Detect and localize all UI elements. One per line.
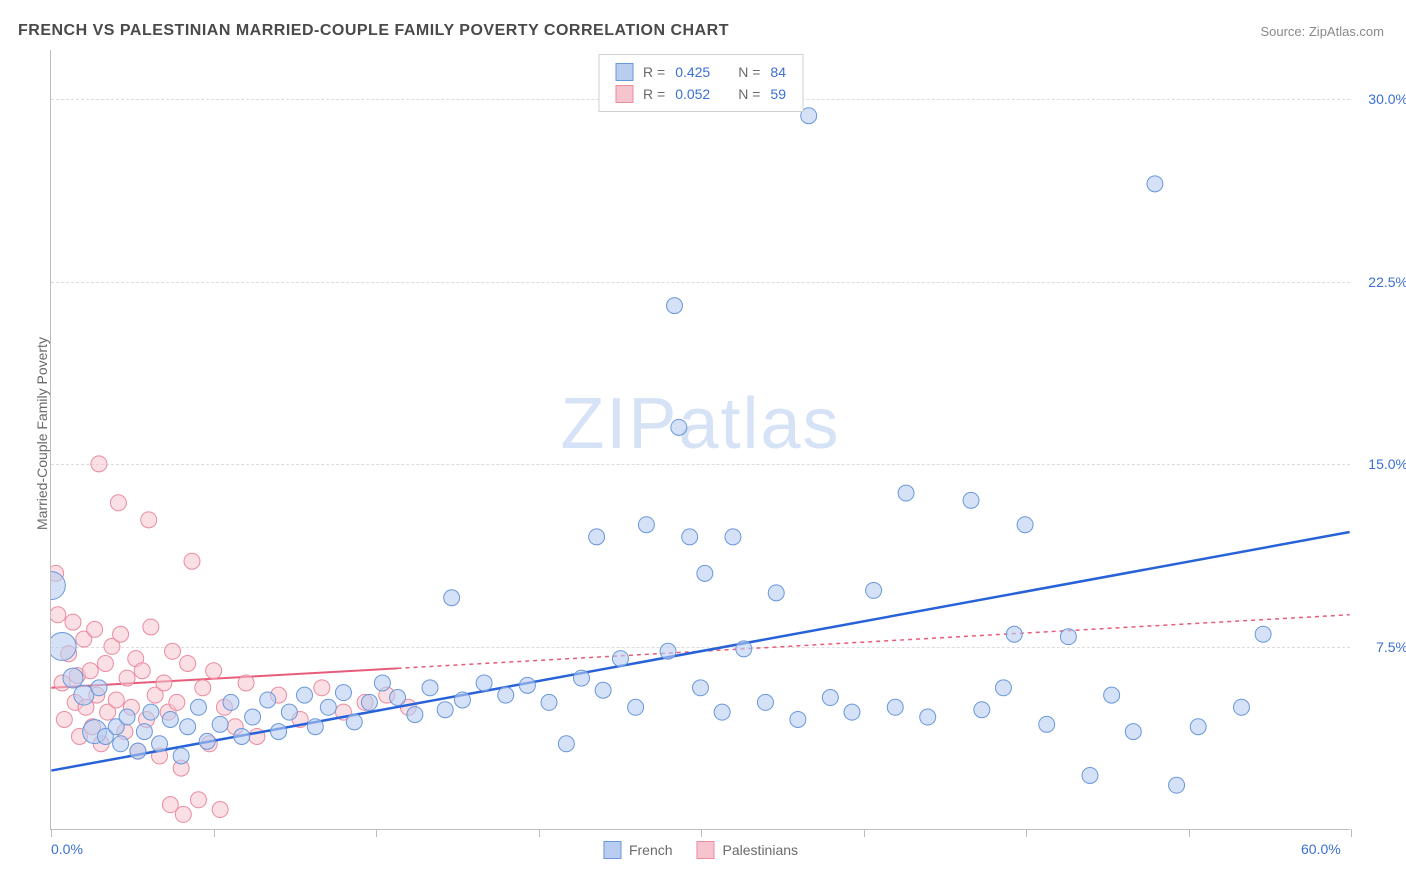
source-name: ZipAtlas.com [1309, 24, 1384, 39]
r-value-french: 0.425 [675, 61, 710, 83]
legend-label-french: French [629, 842, 673, 858]
plot-area: ZIPatlas R = 0.425 N = 84 R = 0.052 N = … [50, 50, 1350, 830]
x-tick [1026, 829, 1027, 837]
legend-top-row-french: R = 0.425 N = 84 [615, 61, 786, 83]
y-tick-label: 30.0% [1368, 91, 1406, 107]
legend-item-french: French [603, 841, 673, 859]
legend-swatch-palestinians [615, 85, 633, 103]
legend-label-palestinians: Palestinians [723, 842, 799, 858]
legend-swatch-french-bottom [603, 841, 621, 859]
chart-container: FRENCH VS PALESTINIAN MARRIED-COUPLE FAM… [0, 0, 1406, 892]
x-tick [864, 829, 865, 837]
legend-item-palestinians: Palestinians [697, 841, 799, 859]
chart-title: FRENCH VS PALESTINIAN MARRIED-COUPLE FAM… [18, 22, 729, 40]
r-label: R = [643, 83, 665, 105]
x-tick [539, 829, 540, 837]
x-tick [51, 829, 52, 837]
chart-svg [51, 50, 1350, 829]
x-tick [1189, 829, 1190, 837]
legend-swatch-palestinians-bottom [697, 841, 715, 859]
n-label: N = [738, 61, 760, 83]
r-label: R = [643, 61, 665, 83]
y-tick-label: 7.5% [1376, 639, 1406, 655]
n-value-palestinians: 59 [770, 83, 786, 105]
y-tick-label: 15.0% [1368, 456, 1406, 472]
x-tick [701, 829, 702, 837]
legend-bottom: French Palestinians [603, 841, 798, 859]
x-tick-label: 0.0% [51, 841, 83, 857]
r-value-palestinians: 0.052 [675, 83, 710, 105]
n-label: N = [738, 83, 760, 105]
x-tick [214, 829, 215, 837]
legend-top: R = 0.425 N = 84 R = 0.052 N = 59 [598, 54, 803, 112]
x-tick [376, 829, 377, 837]
legend-top-row-palestinians: R = 0.052 N = 59 [615, 83, 786, 105]
x-tick [1351, 829, 1352, 837]
x-tick-label: 60.0% [1301, 841, 1341, 857]
source-prefix: Source: [1260, 24, 1308, 39]
y-axis-label: Married-Couple Family Poverty [34, 337, 50, 530]
legend-swatch-french [615, 63, 633, 81]
n-value-french: 84 [770, 61, 786, 83]
y-tick-label: 22.5% [1368, 274, 1406, 290]
source-attribution: Source: ZipAtlas.com [1260, 24, 1384, 39]
